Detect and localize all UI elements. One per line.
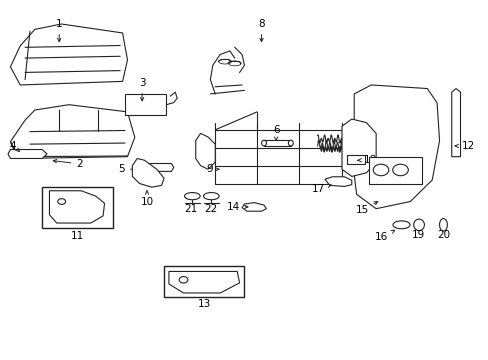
Text: 11: 11 xyxy=(71,231,84,241)
Polygon shape xyxy=(264,140,290,146)
Polygon shape xyxy=(351,85,439,209)
Bar xyxy=(42,187,113,228)
Text: 19: 19 xyxy=(411,230,425,239)
Polygon shape xyxy=(10,24,127,85)
Text: 8: 8 xyxy=(258,19,264,42)
Polygon shape xyxy=(242,203,266,211)
Text: 15: 15 xyxy=(355,202,377,216)
Text: 13: 13 xyxy=(197,300,210,310)
Text: 12: 12 xyxy=(454,141,474,151)
Text: 9: 9 xyxy=(206,164,218,174)
Text: 3: 3 xyxy=(139,78,145,101)
Polygon shape xyxy=(341,119,375,176)
Polygon shape xyxy=(325,177,351,186)
Text: 2: 2 xyxy=(53,159,83,169)
Polygon shape xyxy=(451,89,460,157)
Polygon shape xyxy=(132,158,163,187)
Ellipse shape xyxy=(392,221,409,229)
Text: 1: 1 xyxy=(56,19,62,42)
Text: 16: 16 xyxy=(374,230,394,242)
Text: 10: 10 xyxy=(140,191,153,207)
Text: 21: 21 xyxy=(184,204,197,214)
Text: 6: 6 xyxy=(272,125,279,141)
Text: 22: 22 xyxy=(204,204,218,214)
Text: 17: 17 xyxy=(311,184,330,194)
Polygon shape xyxy=(125,94,166,116)
Ellipse shape xyxy=(413,219,424,230)
Text: 14: 14 xyxy=(226,202,247,212)
Polygon shape xyxy=(195,134,215,169)
Text: 20: 20 xyxy=(436,230,449,239)
Polygon shape xyxy=(10,105,135,158)
Polygon shape xyxy=(168,271,239,293)
Polygon shape xyxy=(140,163,173,171)
Text: 7: 7 xyxy=(367,138,374,147)
Ellipse shape xyxy=(261,140,266,146)
Polygon shape xyxy=(346,155,365,163)
Text: 4: 4 xyxy=(10,141,20,152)
Bar xyxy=(163,266,244,297)
Text: 5: 5 xyxy=(118,164,138,174)
Ellipse shape xyxy=(288,140,293,146)
Ellipse shape xyxy=(439,219,447,231)
Ellipse shape xyxy=(203,193,219,200)
Polygon shape xyxy=(8,149,47,158)
Polygon shape xyxy=(49,191,104,223)
Bar xyxy=(368,157,422,184)
Ellipse shape xyxy=(184,193,200,200)
Text: 18: 18 xyxy=(357,155,376,165)
